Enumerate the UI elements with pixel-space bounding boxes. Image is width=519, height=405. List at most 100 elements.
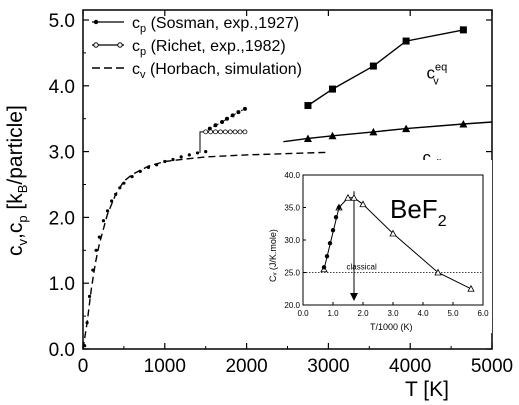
inset-y-tick-label: 35.0 bbox=[284, 204, 300, 213]
cp-lowT-point bbox=[118, 186, 122, 190]
y-tick-label: 3.0 bbox=[49, 143, 75, 164]
cp-lowT-point bbox=[187, 153, 191, 157]
inset-x-axis-label: T/1000 (K) bbox=[370, 322, 413, 332]
y-tick-label: 1.0 bbox=[49, 274, 75, 295]
inset-x-tick-label: 6.0 bbox=[477, 309, 489, 318]
cv-eq-subscript: v bbox=[433, 76, 439, 88]
cv-eq-superscript: eq bbox=[435, 62, 447, 74]
cv-vib-point bbox=[328, 131, 337, 140]
richet-point bbox=[227, 129, 233, 135]
cp-lowT-point bbox=[179, 155, 183, 159]
inset-open-line bbox=[323, 197, 472, 290]
legend-marker-sosman bbox=[93, 19, 99, 25]
cp-lowT-point bbox=[83, 344, 87, 348]
inset-filled-point bbox=[333, 215, 339, 220]
cp-lowT-point bbox=[204, 150, 208, 154]
y-axis-label: cv,cp [kB/particle] bbox=[4, 105, 30, 256]
cv-eq-point bbox=[304, 102, 312, 110]
cv-eq-point bbox=[369, 62, 377, 70]
annotations: ceqvcvib bbox=[422, 62, 447, 170]
inset-background bbox=[254, 160, 492, 333]
inset-y-tick-label: 25.0 bbox=[284, 269, 300, 278]
cv-eq-point bbox=[459, 26, 467, 34]
inset-x-tick-label: 2.0 bbox=[357, 309, 369, 318]
sosman-point bbox=[220, 119, 225, 124]
inset-open-point bbox=[359, 200, 367, 208]
legend-symbol: c bbox=[132, 61, 140, 78]
inset-open-point bbox=[389, 229, 397, 237]
legend-text: (Horbach, simulation) bbox=[146, 61, 303, 78]
cp-lowT-point bbox=[105, 209, 110, 213]
cp-lowT-point bbox=[97, 235, 101, 239]
richet-point bbox=[237, 129, 243, 135]
inset-open-point bbox=[344, 193, 352, 201]
richet-point bbox=[213, 129, 218, 135]
legend-label: cp (Richet, exp.,1982) bbox=[132, 38, 286, 58]
legend-subscript: p bbox=[140, 23, 146, 35]
cv-eq-point bbox=[328, 85, 336, 93]
inset-x-tick-label: 5.0 bbox=[447, 309, 459, 318]
x-axis-label: T [K] bbox=[405, 378, 449, 401]
main-ticks: 0 1000 2000 3000 4000 5000 0.0 1.0 2.0 3.0 4.0 5.0 bbox=[49, 10, 513, 377]
legend-marker-richet bbox=[93, 42, 99, 48]
inset-y-tick-label: 20.0 bbox=[284, 301, 300, 310]
cp-lowT-point bbox=[85, 321, 89, 325]
cp-lowT-point bbox=[94, 248, 98, 252]
cp-lowT-point bbox=[122, 181, 126, 185]
legend-label: cp (Sosman, exp.,1927) bbox=[132, 15, 299, 35]
inset-ticks: 0.0 1.0 2.0 3.0 4.0 5.0 6.0 20.0 25.0 30.0 35.0 40.… bbox=[284, 171, 489, 318]
richet-point bbox=[218, 129, 223, 135]
x-tick-label: 2000 bbox=[225, 356, 267, 377]
legend-text: (Richet, exp.,1982) bbox=[146, 38, 286, 55]
inset-y-axis-label: Cᵥ (J/K.mole) bbox=[268, 229, 278, 282]
cp-lowT-point bbox=[114, 192, 118, 196]
legend-label: cv (Horbach, simulation) bbox=[132, 61, 302, 81]
cp-lowT-point bbox=[146, 165, 151, 169]
sosman-point bbox=[230, 113, 235, 118]
inset-x-tick-label: 1.0 bbox=[327, 309, 339, 318]
cv-vib-point bbox=[459, 119, 468, 128]
legend-text: (Sosman, exp.,1927) bbox=[146, 15, 299, 32]
classical-label: classical bbox=[347, 263, 377, 272]
cv-simulation-line bbox=[82, 151, 329, 350]
legend-symbol: c bbox=[132, 38, 140, 55]
x-tick-label: 4000 bbox=[389, 356, 431, 377]
richet-point bbox=[232, 129, 238, 135]
x-tick-label: 3000 bbox=[307, 356, 349, 377]
sosman-point bbox=[224, 116, 229, 121]
inset-filled-point bbox=[327, 241, 333, 246]
x-tick-label: 1000 bbox=[144, 356, 186, 377]
inset-x-tick-label: 3.0 bbox=[387, 309, 399, 318]
sosman-point bbox=[236, 110, 241, 115]
inset-open-point bbox=[434, 268, 442, 276]
main-series bbox=[82, 26, 493, 350]
inset-x-tick-label: 4.0 bbox=[417, 309, 429, 318]
inset-x-tick-label: 0.0 bbox=[297, 309, 309, 318]
cp-lowT-point bbox=[138, 169, 142, 173]
cp-lowT-point bbox=[155, 163, 159, 167]
cv-vib-point bbox=[369, 127, 378, 136]
inset-filled-point bbox=[336, 205, 342, 210]
cv-eq-point bbox=[402, 37, 410, 45]
richet-point bbox=[242, 129, 248, 135]
sosman-point bbox=[242, 106, 247, 111]
cp-lowT-point bbox=[171, 157, 175, 162]
cp-lowT-point bbox=[195, 151, 200, 155]
richet-point bbox=[222, 129, 228, 135]
sosman-point bbox=[213, 123, 218, 128]
cv-vib-point bbox=[402, 124, 411, 133]
legend-subscript: v bbox=[140, 69, 146, 81]
inset-filled-point bbox=[324, 254, 330, 259]
cv-vib-point bbox=[303, 134, 312, 142]
legend-symbol: c bbox=[132, 15, 140, 32]
richet-line bbox=[199, 131, 245, 153]
cp-lowT-point bbox=[110, 199, 114, 203]
inset-y-tick-label: 30.0 bbox=[284, 236, 300, 245]
x-tick-label: 0 bbox=[78, 356, 89, 377]
cp-lowT-point bbox=[163, 159, 167, 164]
cp-lowT-point bbox=[130, 175, 134, 179]
inset-filled-point bbox=[321, 265, 327, 270]
richet-point bbox=[208, 129, 214, 135]
inset-title: BeF2 bbox=[390, 194, 447, 230]
